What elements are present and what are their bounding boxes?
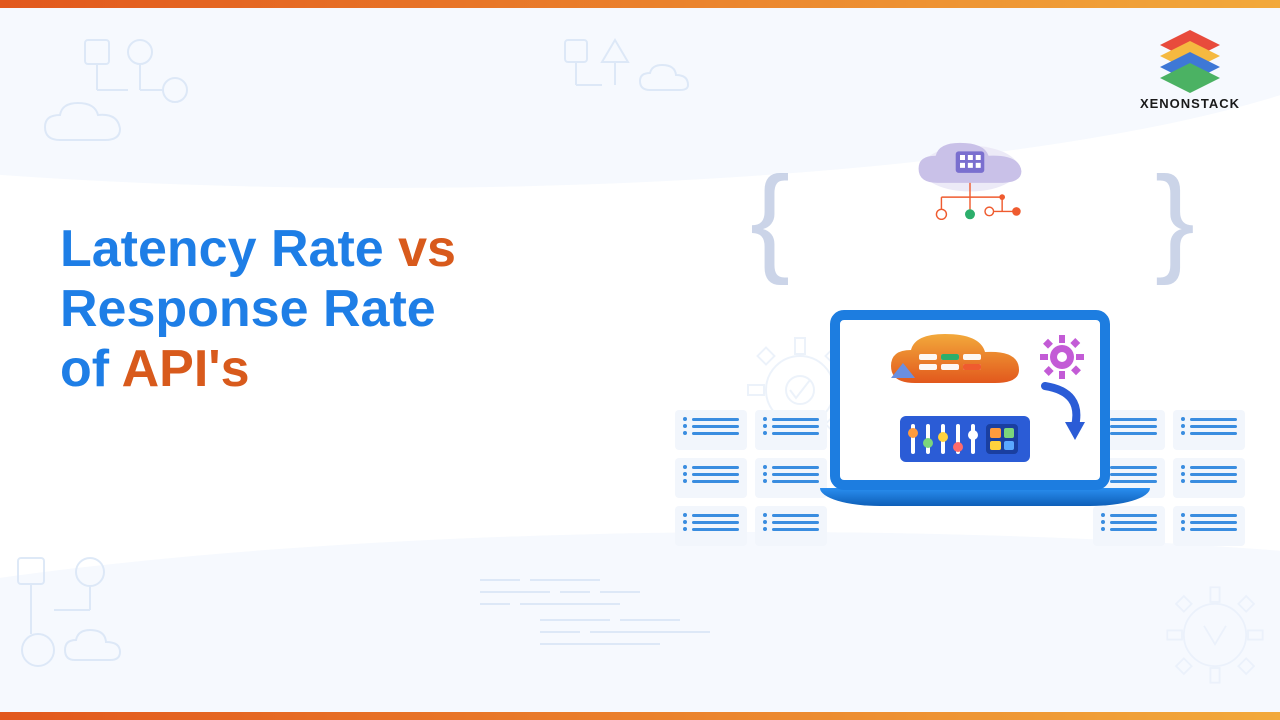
deco-shapes-icon [10,550,140,690]
brand-logo: XENONSTACK [1140,30,1240,111]
laptop-base [820,488,1150,506]
gear-icon [1160,580,1270,690]
inner-cloud-icon [885,328,1025,398]
headline-part: vs [398,220,456,278]
laptop-screen [830,310,1110,490]
mini-card [1173,458,1245,498]
headline-part: Latency Rate [60,220,398,278]
headline: Latency Rate vs Response Rate of API's [60,220,456,399]
laptop-icon [820,310,1120,520]
mini-card [675,410,747,450]
headline-part: API's [122,340,250,398]
slider-panel-icon [900,416,1030,462]
inner-gear-icon [1038,333,1086,381]
headline-part: of [60,340,122,398]
top-accent-bar [0,0,1280,8]
illustration-group: { } [690,170,1250,590]
mini-card [755,458,827,498]
mini-card [675,506,747,546]
bottom-accent-bar [0,712,1280,720]
mini-card [755,410,827,450]
brace-right-icon: } [1155,150,1195,288]
headline-part: Response Rate [60,280,456,340]
logo-stack-icon [1150,30,1230,90]
deco-cloud-icon [40,95,130,150]
mini-card [1173,506,1245,546]
brace-left-icon: { [750,150,790,288]
arrow-down-icon [1035,382,1087,442]
brand-name: XENONSTACK [1140,96,1240,111]
mini-card [1173,410,1245,450]
card-cluster-left [675,410,827,546]
mini-card [675,458,747,498]
deco-code-lines-icon [480,570,720,660]
deco-shapes-icon [560,35,700,115]
mini-card [755,506,827,546]
cloud-network-icon [890,140,1050,240]
